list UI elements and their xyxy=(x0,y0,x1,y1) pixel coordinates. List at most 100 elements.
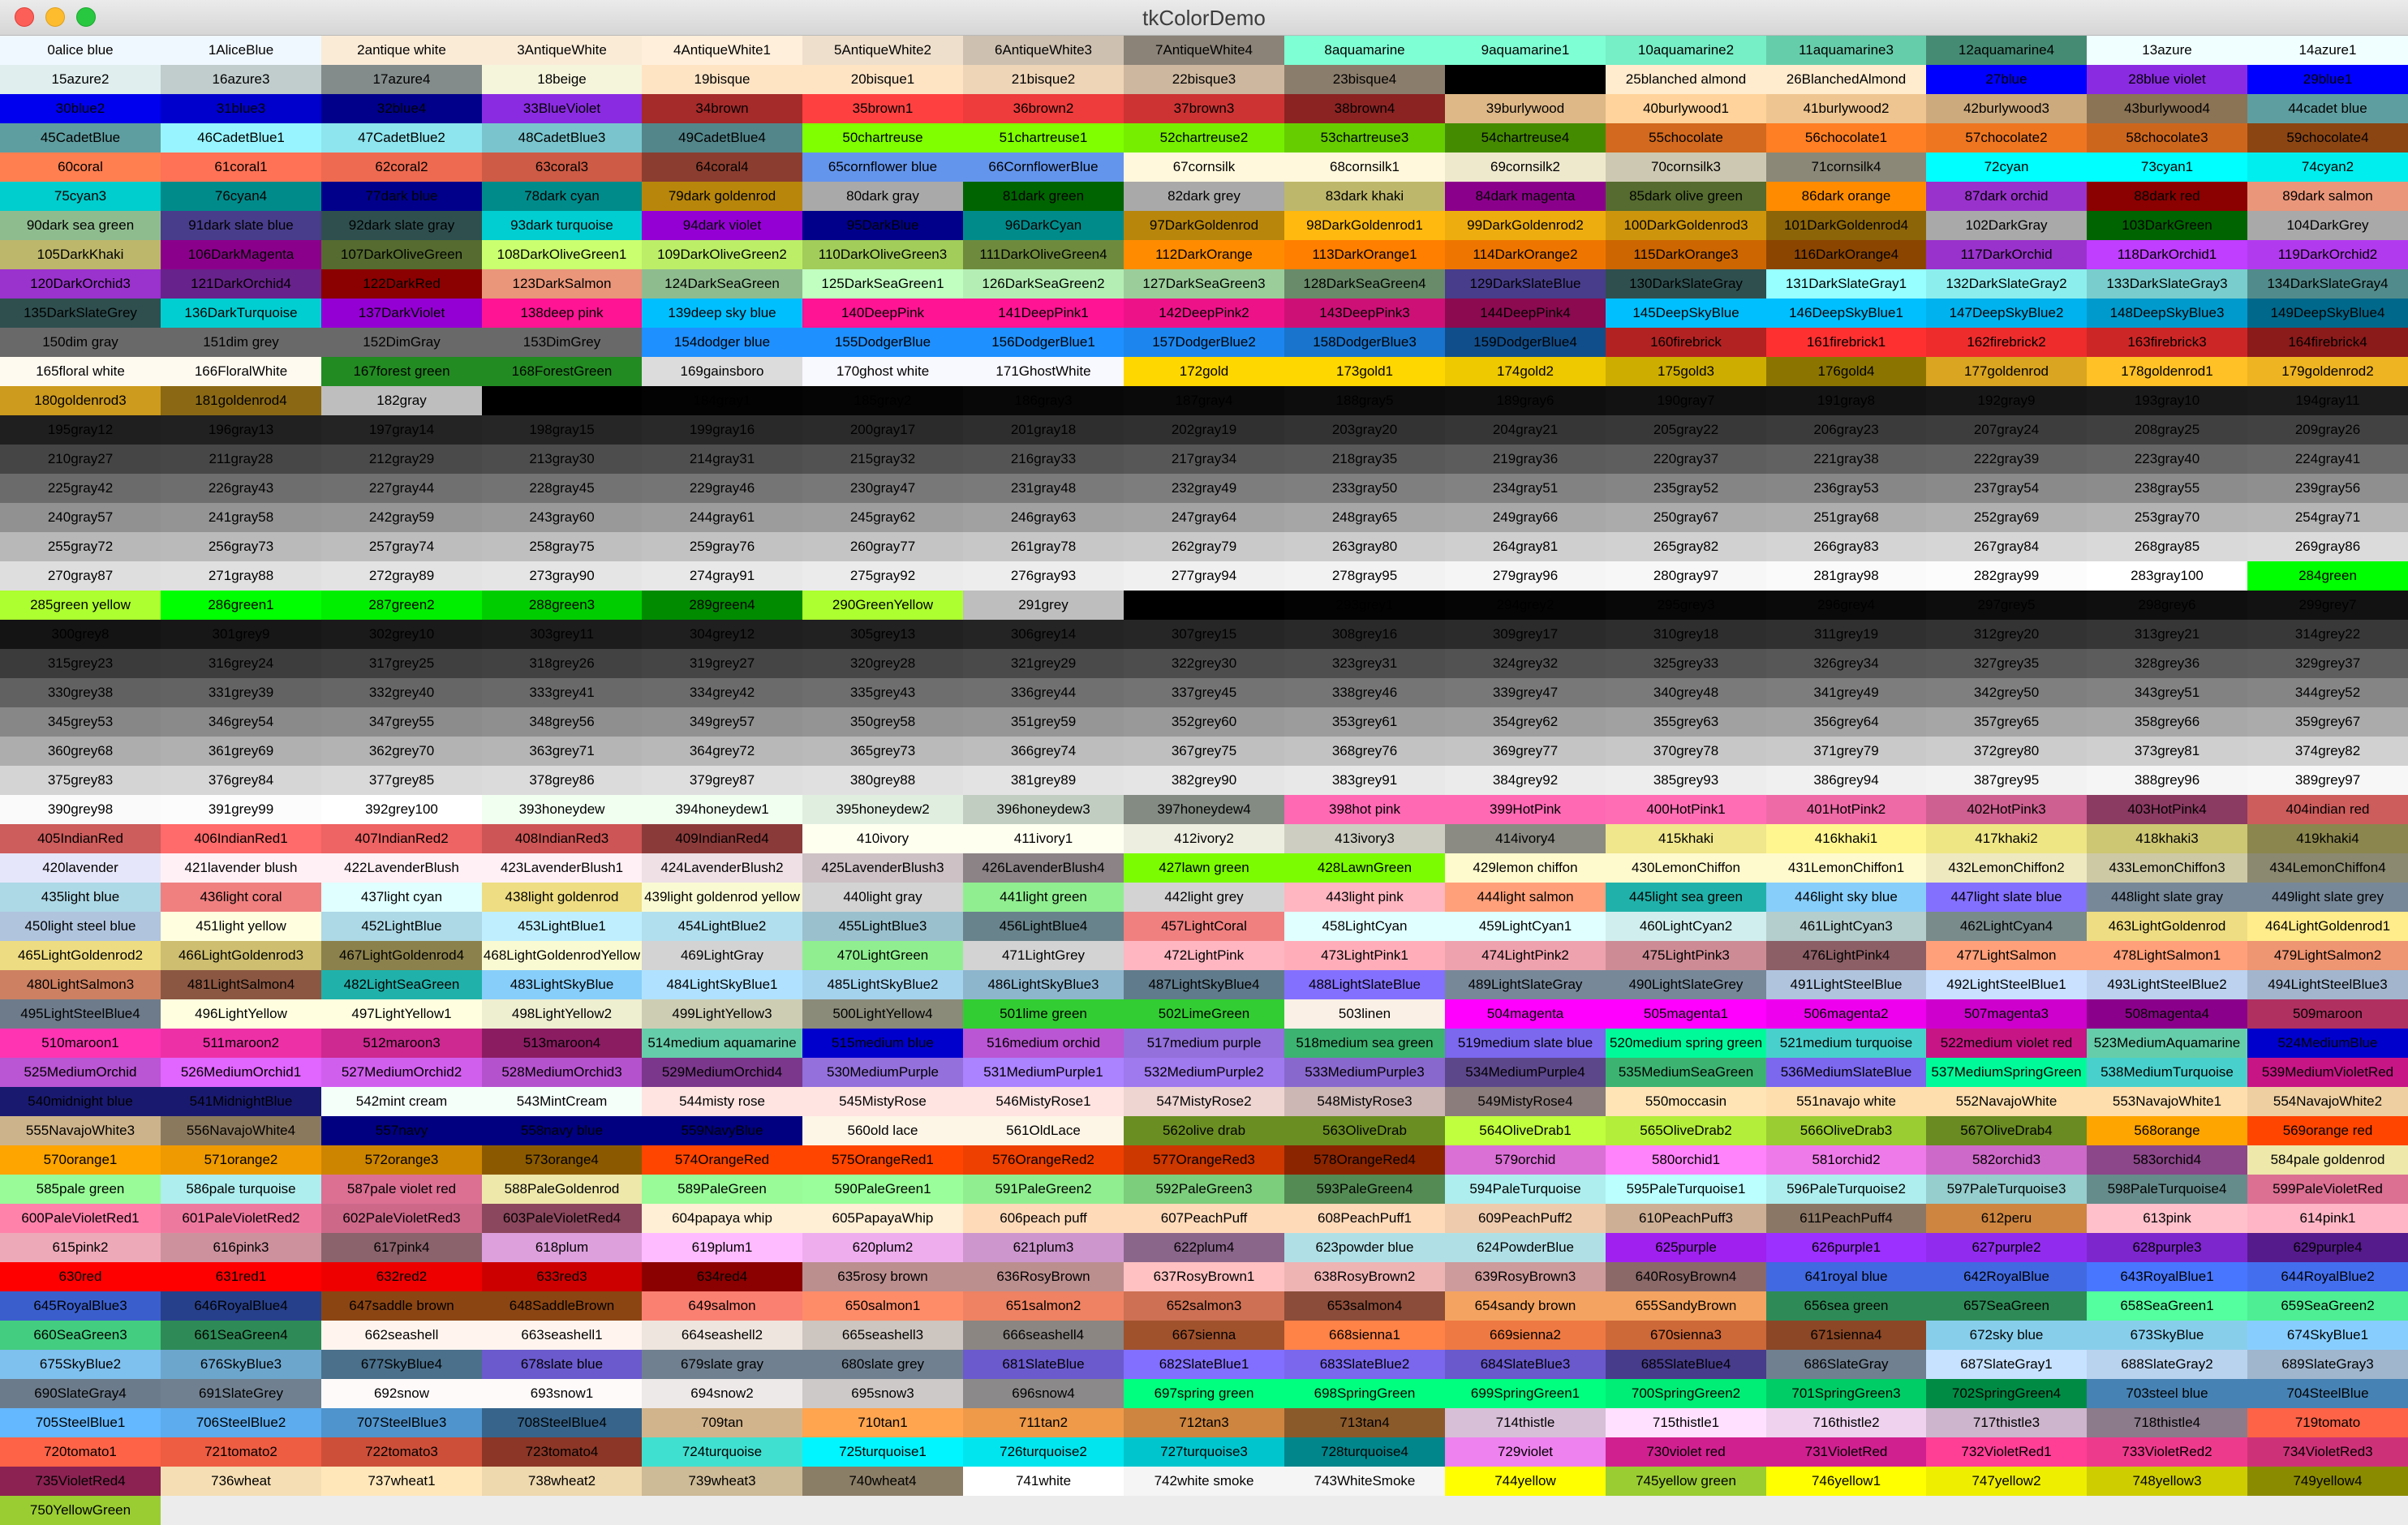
color-swatch: 16azure3 xyxy=(161,65,321,94)
color-swatch: 494LightSteelBlue3 xyxy=(2247,970,2408,999)
color-swatch: 263gray80 xyxy=(1284,532,1445,561)
color-swatch: 328grey36 xyxy=(2087,649,2247,678)
color-swatch: 589PaleGreen xyxy=(642,1175,802,1204)
color-swatch: 529MediumOrchid4 xyxy=(642,1058,802,1087)
color-swatch: 17azure4 xyxy=(321,65,482,94)
color-swatch: 206gray23 xyxy=(1766,415,1926,445)
color-swatch: 356grey64 xyxy=(1766,707,1926,737)
color-swatch: 409IndianRed4 xyxy=(642,824,802,853)
color-swatch: 496LightYellow xyxy=(161,999,321,1029)
color-swatch: 120DarkOrchid3 xyxy=(0,269,161,299)
color-swatch: 604papaya whip xyxy=(642,1204,802,1233)
color-swatch: 108DarkOliveGreen1 xyxy=(482,240,642,269)
color-swatch: 382grey90 xyxy=(1124,766,1284,795)
color-swatch: 332grey40 xyxy=(321,678,482,707)
color-swatch: 278gray95 xyxy=(1284,561,1445,591)
color-swatch: 643RoyalBlue1 xyxy=(2087,1262,2247,1291)
close-window-button[interactable] xyxy=(15,7,34,27)
color-swatch: 62coral2 xyxy=(321,152,482,182)
color-swatch: 516medium orchid xyxy=(963,1029,1124,1058)
color-swatch: 190gray7 xyxy=(1606,386,1766,415)
color-swatch: 246gray63 xyxy=(963,503,1124,532)
color-swatch: 222gray39 xyxy=(1926,445,2087,474)
color-swatch: 63coral3 xyxy=(482,152,642,182)
color-swatch: 610PeachPuff3 xyxy=(1606,1204,1766,1233)
color-swatch: 461LightCyan3 xyxy=(1766,912,1926,941)
color-swatch: 594PaleTurquoise xyxy=(1445,1175,1606,1204)
color-swatch: 408IndianRed3 xyxy=(482,824,642,853)
color-swatch: 733VioletRed2 xyxy=(2087,1437,2247,1467)
color-swatch: 622plum4 xyxy=(1124,1233,1284,1262)
color-swatch: 245gray62 xyxy=(802,503,963,532)
color-swatch: 514medium aquamarine xyxy=(642,1029,802,1058)
color-swatch: 102DarkGray xyxy=(1926,211,2087,240)
color-swatch: 32blue4 xyxy=(321,94,482,123)
color-swatch: 198gray15 xyxy=(482,415,642,445)
color-swatch: 579orchid xyxy=(1445,1145,1606,1175)
color-swatch: 320grey28 xyxy=(802,649,963,678)
color-swatch: 479LightSalmon2 xyxy=(2247,941,2408,970)
color-swatch: 234gray51 xyxy=(1445,474,1606,503)
color-swatch: 111DarkOliveGreen4 xyxy=(963,240,1124,269)
color-swatch: 94dark violet xyxy=(642,211,802,240)
color-swatch: 173gold1 xyxy=(1284,357,1445,386)
color-swatch: 519medium slate blue xyxy=(1445,1029,1606,1058)
color-swatch: 534MediumPurple4 xyxy=(1445,1058,1606,1087)
color-swatch: 360grey68 xyxy=(0,737,161,766)
minimize-window-button[interactable] xyxy=(45,7,65,27)
color-swatch: 117DarkOrchid xyxy=(1926,240,2087,269)
color-swatch: 668sienna1 xyxy=(1284,1321,1445,1350)
color-swatch: 454LightBlue2 xyxy=(642,912,802,941)
color-swatch: 11aquamarine3 xyxy=(1766,36,1926,65)
color-swatch: 602PaleVioletRed3 xyxy=(321,1204,482,1233)
color-swatch: 552NavajoWhite xyxy=(1926,1087,2087,1116)
color-swatch: 465LightGoldenrod2 xyxy=(0,941,161,970)
color-swatch: 513maroon4 xyxy=(482,1029,642,1058)
color-swatch: 152DimGray xyxy=(321,328,482,357)
window-titlebar: tkColorDemo xyxy=(0,0,2408,36)
color-swatch: 165floral white xyxy=(0,357,161,386)
color-swatch: 75cyan3 xyxy=(0,182,161,211)
color-swatch: 407IndianRed2 xyxy=(321,824,482,853)
color-swatch: 685SlateBlue4 xyxy=(1606,1350,1766,1379)
color-swatch: 451light yellow xyxy=(161,912,321,941)
color-swatch: 650salmon1 xyxy=(802,1291,963,1321)
color-swatch: 314grey22 xyxy=(2247,620,2408,649)
color-swatch: 541MidnightBlue xyxy=(161,1087,321,1116)
color-swatch: 687SlateGray1 xyxy=(1926,1350,2087,1379)
color-swatch: 572orange3 xyxy=(321,1145,482,1175)
color-swatch: 518medium sea green xyxy=(1284,1029,1445,1058)
color-swatch: 197gray14 xyxy=(321,415,482,445)
color-swatch: 115DarkOrange3 xyxy=(1606,240,1766,269)
color-swatch: 476LightPink4 xyxy=(1766,941,1926,970)
color-swatch: 499LightYellow3 xyxy=(642,999,802,1029)
color-swatch: 232gray49 xyxy=(1124,474,1284,503)
zoom-window-button[interactable] xyxy=(76,7,96,27)
color-swatch: 240gray57 xyxy=(0,503,161,532)
color-swatch: 65cornflower blue xyxy=(802,152,963,182)
color-swatch: 677SkyBlue4 xyxy=(321,1350,482,1379)
color-swatch: 195gray12 xyxy=(0,415,161,445)
color-swatch: 398hot pink xyxy=(1284,795,1445,824)
color-swatch: 184gray1 xyxy=(642,386,802,415)
color-swatch: 87dark orchid xyxy=(1926,182,2087,211)
color-swatch: 145DeepSkyBlue xyxy=(1606,299,1766,328)
color-swatch: 141DeepPink1 xyxy=(963,299,1124,328)
color-swatch: 335grey43 xyxy=(802,678,963,707)
color-swatch: 573orange4 xyxy=(482,1145,642,1175)
color-swatch: 202gray19 xyxy=(1124,415,1284,445)
color-swatch: 628purple3 xyxy=(2087,1233,2247,1262)
color-swatch: 749yellow4 xyxy=(2247,1467,2408,1496)
color-swatch: 95DarkBlue xyxy=(802,211,963,240)
color-swatch: 150dim gray xyxy=(0,328,161,357)
color-swatch: 37brown3 xyxy=(1124,94,1284,123)
color-swatch: 427lawn green xyxy=(1124,853,1284,883)
color-swatch: 637RosyBrown1 xyxy=(1124,1262,1284,1291)
color-swatch: 105DarkKhaki xyxy=(0,240,161,269)
color-swatch: 323grey31 xyxy=(1284,649,1445,678)
color-swatch: 272gray89 xyxy=(321,561,482,591)
color-swatch: 421lavender blush xyxy=(161,853,321,883)
color-swatch: 558navy blue xyxy=(482,1116,642,1145)
color-swatch: 504magenta xyxy=(1445,999,1606,1029)
color-swatch: 67cornsilk xyxy=(1124,152,1284,182)
